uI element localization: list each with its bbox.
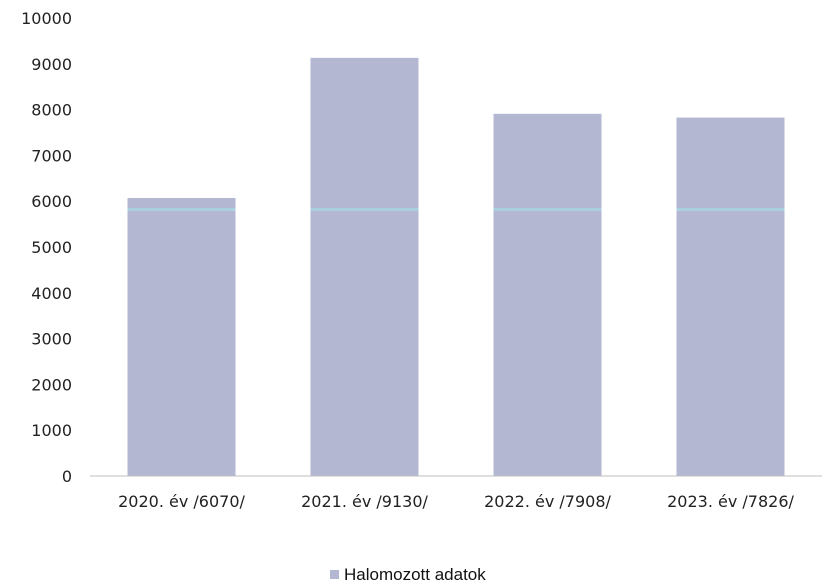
y-tick-label: 9000 — [31, 55, 72, 74]
legend-swatch — [330, 570, 339, 579]
bar — [493, 113, 602, 476]
y-tick-label: 6000 — [31, 192, 72, 211]
x-category-label: 2023. év /7826/ — [667, 492, 794, 511]
y-tick-label: 1000 — [31, 421, 72, 440]
bar-highlight-streak — [127, 208, 236, 212]
y-tick-label: 2000 — [31, 375, 72, 394]
x-axis-category-labels: 2020. év /6070/2021. év /9130/2022. év /… — [118, 492, 794, 511]
y-tick-label: 7000 — [31, 146, 72, 165]
x-category-label: 2022. év /7908/ — [484, 492, 611, 511]
legend-label: Halomozott adatok — [344, 565, 486, 584]
bar-highlight-streak — [310, 208, 419, 212]
y-tick-label: 4000 — [31, 284, 72, 303]
y-tick-label: 8000 — [31, 101, 72, 120]
bars — [127, 57, 785, 476]
y-tick-label: 0 — [62, 467, 72, 486]
bar — [310, 57, 419, 476]
y-axis-tick-labels: 0 1000 2000 3000 4000 5000 6000 7000 8000 9000 100… — [21, 9, 72, 486]
y-tick-label: 10000 — [21, 9, 72, 28]
y-tick-label: 5000 — [31, 238, 72, 257]
x-category-label: 2020. év /6070/ — [118, 492, 245, 511]
legend: Halomozott adatok — [330, 565, 486, 584]
bar-highlight-streak — [493, 208, 602, 212]
bar — [676, 117, 785, 476]
bar-highlight-streak — [676, 208, 785, 212]
y-tick-label: 3000 — [31, 330, 72, 349]
x-category-label: 2021. év /9130/ — [301, 492, 428, 511]
bar — [127, 197, 236, 476]
